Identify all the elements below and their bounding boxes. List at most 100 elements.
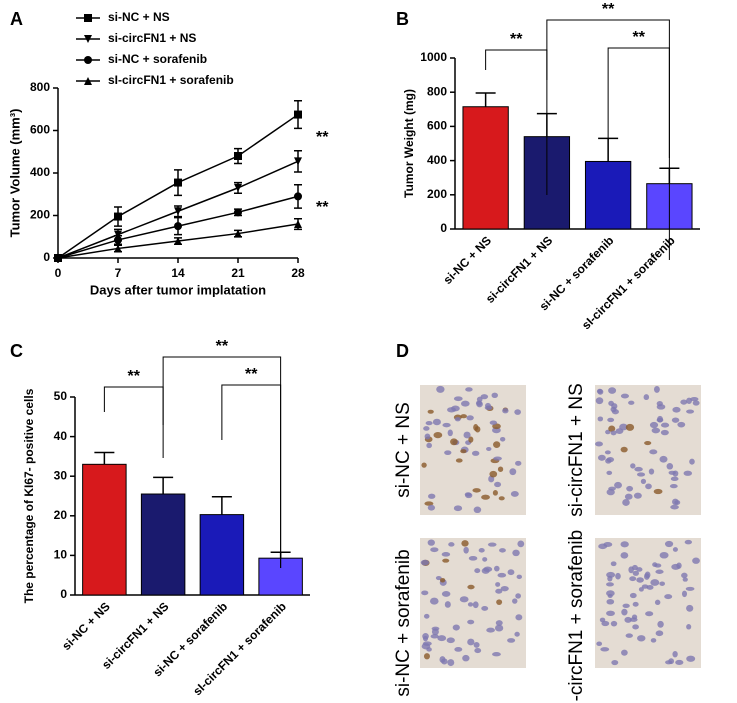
cell-nucleus	[452, 624, 460, 631]
cell-nucleus	[629, 576, 637, 582]
cell-nucleus	[447, 429, 453, 437]
marker	[114, 212, 122, 221]
cell-nucleus	[654, 599, 661, 605]
cell-nucleus	[686, 604, 694, 612]
cell-nucleus	[656, 400, 663, 407]
cell-nucleus	[481, 494, 490, 500]
marker	[84, 14, 92, 22]
cell-nucleus	[611, 659, 619, 666]
cell-nucleus	[645, 483, 652, 490]
cell-nucleus	[637, 635, 646, 642]
cell-nucleus	[478, 548, 485, 553]
cell-nucleus	[455, 458, 463, 463]
y-tick-label: 800	[30, 80, 50, 94]
marker	[294, 192, 302, 201]
cell-nucleus	[467, 584, 475, 590]
cell-nucleus	[427, 504, 436, 511]
annotation: **	[316, 129, 329, 146]
cell-nucleus	[621, 649, 628, 656]
cell-nucleus	[462, 654, 470, 662]
bar	[140, 493, 186, 596]
cell-nucleus	[607, 575, 613, 582]
cell-nucleus	[507, 638, 516, 643]
cell-nucleus	[454, 417, 461, 422]
y-tick-label: 1000	[420, 50, 447, 64]
cell-nucleus	[660, 429, 669, 436]
cell-nucleus	[444, 601, 451, 608]
panel-label: D	[396, 341, 409, 361]
cell-nucleus	[444, 450, 452, 455]
cell-nucleus	[441, 552, 451, 557]
cell-nucleus	[473, 642, 480, 648]
cell-nucleus	[510, 491, 519, 497]
cell-nucleus	[677, 421, 686, 428]
marker	[234, 229, 242, 238]
image-label: si-NC + sorafenib	[393, 549, 414, 696]
cell-nucleus	[659, 581, 665, 586]
cell-nucleus	[512, 549, 520, 557]
y-tick-label: 400	[30, 165, 50, 179]
marker	[174, 178, 182, 187]
cell-nucleus	[423, 613, 430, 619]
y-tick-label: 0	[440, 221, 447, 235]
cell-nucleus	[608, 425, 616, 432]
cell-nucleus	[491, 392, 498, 399]
cell-nucleus	[425, 421, 433, 426]
x-tick-label: 14	[171, 266, 185, 280]
cell-nucleus	[422, 633, 429, 640]
cell-nucleus	[655, 630, 664, 637]
cell-nucleus	[473, 423, 479, 431]
y-tick-label: 40	[54, 429, 68, 443]
image-label: sI-circFN1 + sorafenib	[566, 530, 587, 703]
cell-nucleus	[430, 634, 439, 639]
cell-nucleus	[634, 466, 643, 472]
bar	[199, 514, 245, 596]
cell-nucleus	[628, 566, 634, 574]
cell-nucleus	[439, 577, 446, 583]
cell-nucleus	[643, 573, 650, 580]
cell-nucleus	[500, 585, 509, 592]
annotation: **	[216, 338, 229, 355]
significance-bracket	[221, 384, 282, 568]
cell-nucleus	[608, 387, 617, 394]
image-background	[420, 385, 526, 515]
x-tick-label: 0	[55, 266, 62, 280]
cell-nucleus	[430, 547, 439, 553]
cell-nucleus	[463, 546, 469, 554]
cell-nucleus	[632, 624, 639, 630]
cell-nucleus	[596, 641, 603, 647]
cell-nucleus	[467, 602, 474, 607]
cell-nucleus	[517, 540, 525, 548]
marker	[294, 220, 302, 228]
cell-nucleus	[660, 422, 670, 428]
y-tick-label: 400	[427, 153, 447, 167]
cell-nucleus	[672, 650, 678, 658]
cell-nucleus	[421, 590, 429, 596]
y-tick-label: 0	[43, 250, 50, 264]
cell-nucleus	[611, 403, 618, 410]
cell-nucleus	[630, 463, 636, 469]
y-tick-label: 20	[54, 508, 68, 522]
cell-nucleus	[664, 540, 674, 548]
legend-label: si-NC + sorafenib	[108, 52, 207, 66]
cell-nucleus	[450, 438, 458, 446]
cell-nucleus	[644, 441, 652, 446]
marker	[114, 235, 122, 244]
cell-nucleus	[601, 620, 610, 627]
cell-nucleus	[650, 638, 657, 643]
cell-nucleus	[670, 504, 679, 510]
cell-nucleus	[606, 590, 615, 597]
cell-nucleus	[459, 596, 469, 603]
cell-nucleus	[468, 555, 478, 561]
cell-nucleus	[514, 631, 520, 637]
y-tick-label: 800	[427, 84, 447, 98]
cell-nucleus	[610, 561, 617, 567]
cell-nucleus	[427, 539, 435, 546]
cell-nucleus	[651, 427, 661, 434]
cell-nucleus	[626, 485, 634, 492]
cell-nucleus	[492, 652, 501, 657]
cell-nucleus	[606, 610, 615, 616]
cell-nucleus	[489, 470, 498, 478]
cell-nucleus	[454, 647, 463, 652]
cell-nucleus	[611, 409, 619, 415]
